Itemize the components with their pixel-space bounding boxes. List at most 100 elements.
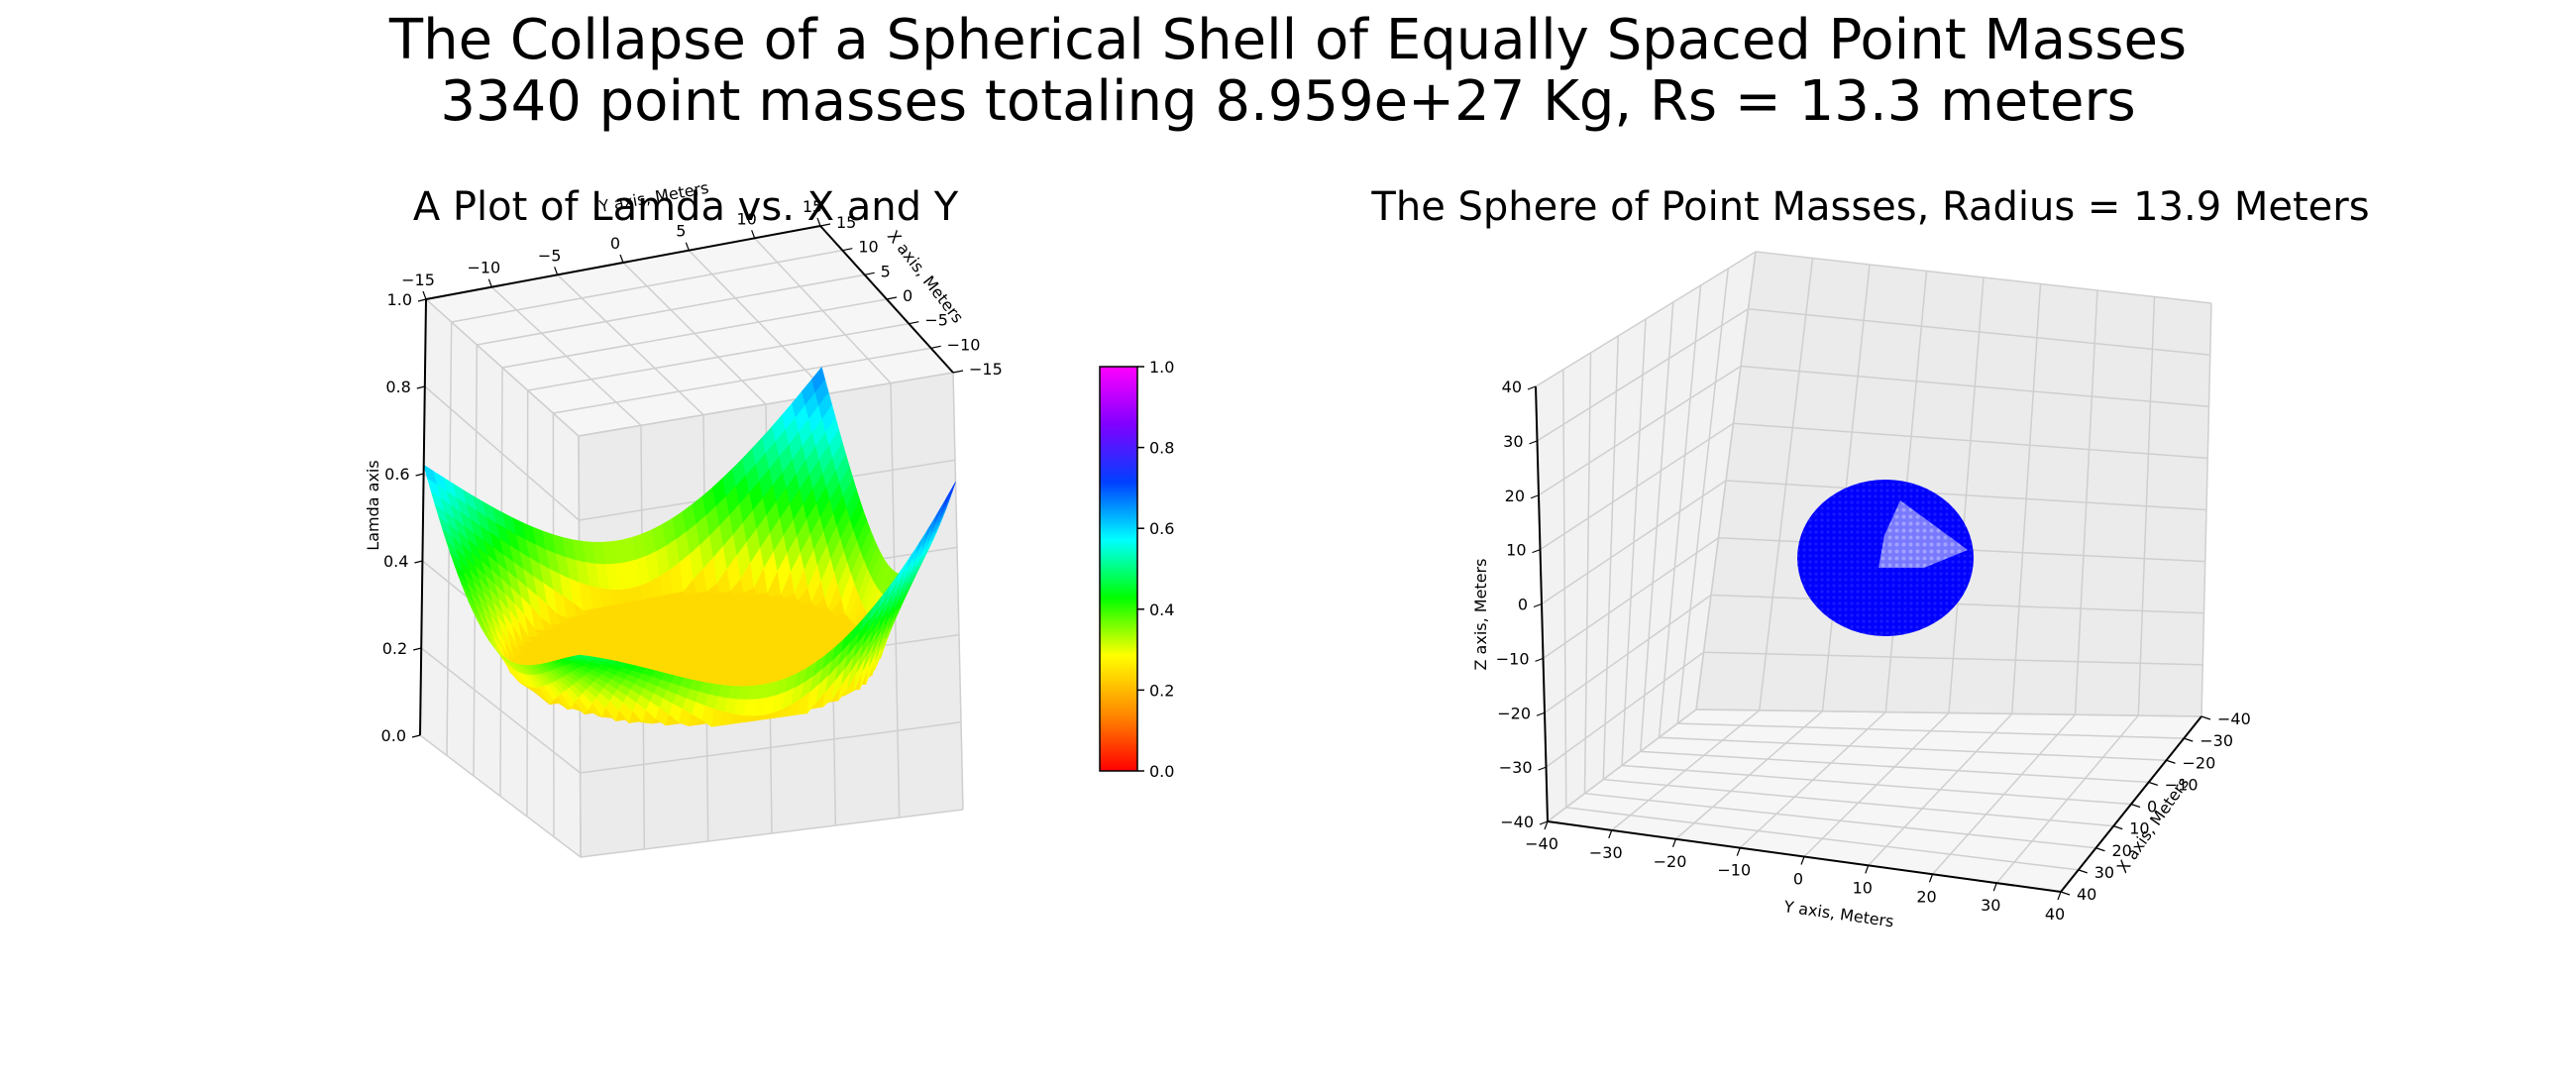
tick-mark (1865, 865, 1870, 874)
tick-mark (2130, 803, 2141, 809)
tick-mark (413, 647, 422, 651)
tick-mark (1544, 820, 1549, 830)
tick-mark (685, 242, 690, 251)
y-tick-label: 15 (803, 197, 822, 216)
y-tick-label: 30 (1981, 896, 2000, 915)
z-tick-label: −30 (1499, 758, 1533, 777)
colorbar-tick-label: 0.8 (1149, 439, 1174, 458)
z-tick-label: 0.2 (382, 639, 407, 658)
tick-mark (1538, 766, 1547, 771)
z-tick-label: −10 (1496, 649, 1530, 668)
tick-mark (414, 560, 423, 564)
z-tick-label: 0.4 (383, 552, 408, 571)
grid-line (1676, 268, 2185, 739)
grid-line (1695, 251, 2202, 717)
tick-mark (1608, 829, 1613, 839)
colorbar-gradient (1099, 366, 1138, 772)
lamda-z-ticks: 0.0 0.2 0.4 0.6 0.8 1.0 (381, 290, 427, 745)
x-tick-label: −30 (2200, 731, 2233, 750)
z-tick-label: 30 (1503, 432, 1523, 451)
tick-mark (2184, 737, 2194, 742)
z-tick-label: 10 (1506, 541, 1526, 560)
tick-mark (751, 230, 756, 239)
colorbar-tick-label: 0.6 (1149, 519, 1174, 538)
grid-line (419, 734, 582, 858)
figure-title: The Collapse of a Spherical Shell of Equ… (388, 8, 2188, 72)
grid-line (952, 372, 964, 811)
x-tick-label: −10 (2165, 775, 2199, 794)
lamda-y-ticks: −15 −10 −5 0 5 10 15 (401, 197, 822, 300)
tick-mark (1539, 820, 1549, 825)
z-tick-label: 0 (1518, 596, 1528, 614)
sphere-y-axis-label: Y axis, Meters (1781, 897, 1894, 931)
tick-mark (2057, 891, 2062, 901)
sphere-y-ticks: −40 −30 −20 −10 0 10 20 30 40 (1525, 820, 2065, 924)
tick-mark (2078, 869, 2088, 874)
grid-line (578, 372, 954, 437)
grid-line (1583, 352, 2096, 849)
tick-mark (415, 473, 424, 477)
y-tick-label: −30 (1589, 843, 1623, 862)
tick-mark (1671, 838, 1677, 847)
colorbar-tick-label: 1.0 (1149, 358, 1174, 377)
z-tick-label: 0.8 (385, 378, 410, 396)
x-tick-label: 5 (881, 262, 891, 280)
tick-mark (952, 370, 964, 374)
lamda-z-axis-label: Lamda axis (364, 460, 382, 550)
y-tick-label: −20 (1654, 852, 1687, 871)
x-tick-label: −40 (2217, 709, 2251, 728)
grid-line (420, 647, 582, 774)
grid-line (580, 809, 964, 858)
tick-mark (411, 734, 421, 738)
y-tick-label: 40 (2045, 905, 2065, 924)
tick-mark (554, 267, 559, 275)
y-tick-label: 10 (1853, 878, 1873, 897)
y-tick-label: 5 (676, 222, 686, 241)
tick-mark (1536, 711, 1546, 716)
tick-mark (2200, 715, 2211, 720)
tick-mark (930, 345, 941, 349)
surface-patch (942, 482, 956, 507)
tick-mark (487, 278, 492, 287)
tick-mark (2095, 847, 2105, 852)
tick-mark (1530, 494, 1540, 499)
x-tick-label: 20 (2112, 841, 2132, 860)
sphere-z-axis-label: Z axis, Meters (1471, 559, 1490, 671)
x-tick-label: 30 (2094, 863, 2114, 882)
x-tick-label: 10 (2129, 819, 2149, 838)
lamda-plot-title: A Plot of Lamda vs. X and Y (413, 184, 959, 230)
tick-mark (1533, 602, 1543, 608)
x-tick-label: −20 (2183, 753, 2216, 772)
sphere-point-masses (1797, 480, 1974, 636)
sphere-x-ticks: −40 −30 −20 −10 0 10 20 30 40 (2060, 709, 2251, 904)
sphere-highlight-region (1878, 500, 1968, 568)
colorbar-tick-label: 0.2 (1149, 681, 1174, 700)
tick-mark (1800, 856, 1805, 865)
sphere-plot-title: The Sphere of Point Masses, Radius = 13.… (1370, 184, 2369, 230)
x-tick-label: −10 (947, 335, 981, 354)
z-tick-label: 20 (1505, 487, 1525, 505)
tick-mark (842, 248, 853, 252)
y-tick-label: 0 (1793, 870, 1803, 889)
grid-line (477, 273, 865, 346)
lamda-surface (423, 366, 956, 727)
tick-mark (2113, 825, 2123, 830)
tick-mark (864, 272, 875, 275)
y-tick-label: −15 (401, 271, 435, 289)
grid-line (1639, 301, 2149, 784)
tick-mark (816, 217, 821, 227)
y-tick-label: −10 (1717, 861, 1751, 880)
figure-subtitle: 3340 point masses totaling 8.959e+27 Kg,… (440, 69, 2136, 134)
y-tick-label: 20 (1916, 887, 1936, 906)
z-tick-label: −40 (1500, 813, 1534, 831)
grid-line (1621, 318, 2132, 806)
tick-mark (416, 385, 425, 389)
z-tick-label: −20 (1497, 704, 1531, 722)
z-tick-label: 40 (1502, 378, 1522, 396)
y-tick-label: 0 (610, 234, 620, 253)
grid-line (501, 298, 888, 369)
y-tick-label: −5 (538, 246, 562, 265)
tick-mark (1928, 874, 1934, 883)
tick-mark (2060, 891, 2071, 896)
